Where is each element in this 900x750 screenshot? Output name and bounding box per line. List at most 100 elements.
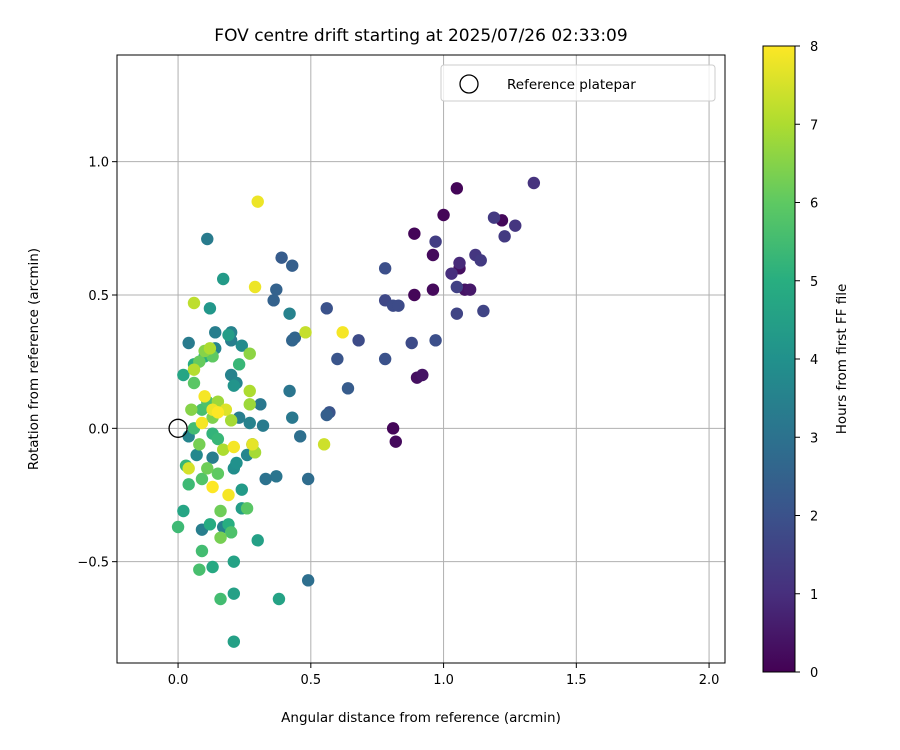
scatter-points	[171, 176, 541, 648]
legend-reference-marker	[459, 74, 479, 94]
data-point	[201, 462, 214, 475]
data-point	[445, 267, 458, 280]
data-point	[195, 544, 209, 558]
data-point	[182, 478, 195, 491]
data-point	[230, 456, 243, 470]
data-point	[198, 390, 211, 403]
data-point	[254, 398, 267, 411]
data-point	[286, 411, 299, 424]
data-point	[232, 358, 246, 371]
data-point	[206, 451, 219, 464]
x-tick-label: 2.0	[699, 673, 720, 688]
data-point	[235, 483, 248, 496]
data-point	[299, 326, 312, 339]
colorbar-label: Hours from first FF file	[834, 284, 850, 435]
x-tick-label: 1.0	[433, 673, 454, 688]
data-point	[224, 526, 238, 539]
legend-box	[440, 64, 716, 102]
data-point	[214, 592, 227, 606]
data-point	[270, 283, 283, 296]
data-point	[426, 283, 440, 296]
data-point	[450, 182, 464, 195]
y-axis-label: Rotation from reference (arcmin)	[26, 248, 42, 470]
data-point	[378, 352, 392, 366]
data-point	[171, 520, 185, 534]
data-point	[450, 307, 464, 320]
data-point	[474, 254, 487, 267]
data-point	[187, 376, 201, 390]
grid	[117, 55, 725, 663]
x-tick-label: 0.0	[168, 673, 189, 688]
colorbar-tick-label: 1	[810, 588, 818, 603]
data-point	[293, 430, 307, 443]
colorbar-tick-label: 2	[810, 510, 818, 525]
data-point	[187, 363, 201, 376]
colorbar-tick-label: 7	[810, 118, 818, 133]
data-point	[187, 296, 201, 310]
y-tick-label: 1.0	[88, 156, 109, 171]
data-point	[222, 328, 235, 342]
data-point	[301, 574, 315, 587]
data-point	[267, 294, 280, 307]
data-point	[214, 504, 227, 518]
legend: Reference platepar	[440, 64, 716, 102]
data-point	[217, 443, 230, 456]
data-point	[227, 555, 241, 568]
data-point	[203, 342, 217, 355]
data-point	[463, 283, 477, 296]
data-point	[222, 488, 235, 502]
data-point	[341, 382, 355, 395]
colorbar	[762, 45, 796, 673]
data-point	[283, 307, 296, 320]
data-point	[251, 534, 264, 547]
colorbar-ticks: 0 1 2 3 4 5 6 7 8	[795, 40, 818, 681]
data-point	[429, 334, 442, 347]
y-tick-label: 0.0	[88, 422, 109, 437]
data-point	[195, 472, 209, 486]
data-point	[227, 587, 241, 600]
legend-label: Reference platepar	[507, 77, 636, 93]
data-point	[317, 438, 331, 451]
data-point	[190, 448, 203, 462]
y-tick-label: −0.5	[77, 556, 109, 571]
data-point	[352, 334, 365, 347]
data-point	[177, 368, 190, 382]
colorbar-tick-label: 3	[810, 431, 818, 446]
data-point	[243, 416, 256, 430]
data-point	[193, 438, 206, 451]
data-point	[211, 467, 225, 480]
data-point	[243, 398, 256, 411]
data-point	[286, 334, 299, 347]
data-point	[437, 208, 450, 222]
data-point	[195, 416, 209, 430]
data-point	[224, 414, 238, 427]
x-axis-label: Angular distance from reference (arcmin)	[281, 710, 561, 726]
data-point	[389, 435, 402, 448]
data-point	[386, 422, 400, 435]
data-point	[498, 230, 511, 243]
chart-title: FOV centre drift starting at 2025/07/26 …	[214, 26, 627, 46]
data-point	[450, 280, 464, 294]
data-point	[270, 470, 283, 483]
data-point	[416, 368, 429, 382]
colorbar-tick-label: 8	[810, 40, 818, 55]
plot-frame	[116, 54, 726, 664]
data-point	[275, 251, 288, 264]
data-point	[235, 339, 248, 352]
data-point	[203, 302, 217, 315]
y-tick-label: 0.5	[88, 289, 109, 304]
data-point	[227, 379, 241, 392]
data-point	[201, 232, 214, 246]
data-point	[203, 518, 217, 531]
data-point	[477, 304, 490, 318]
data-point	[211, 406, 225, 419]
data-point	[527, 176, 541, 190]
data-point	[256, 419, 270, 432]
data-point	[405, 336, 418, 350]
data-point	[206, 560, 219, 574]
x-tick-label: 1.5	[566, 673, 587, 688]
data-point	[286, 259, 299, 272]
data-point	[182, 336, 195, 350]
data-point	[240, 502, 254, 515]
data-point	[251, 195, 264, 208]
